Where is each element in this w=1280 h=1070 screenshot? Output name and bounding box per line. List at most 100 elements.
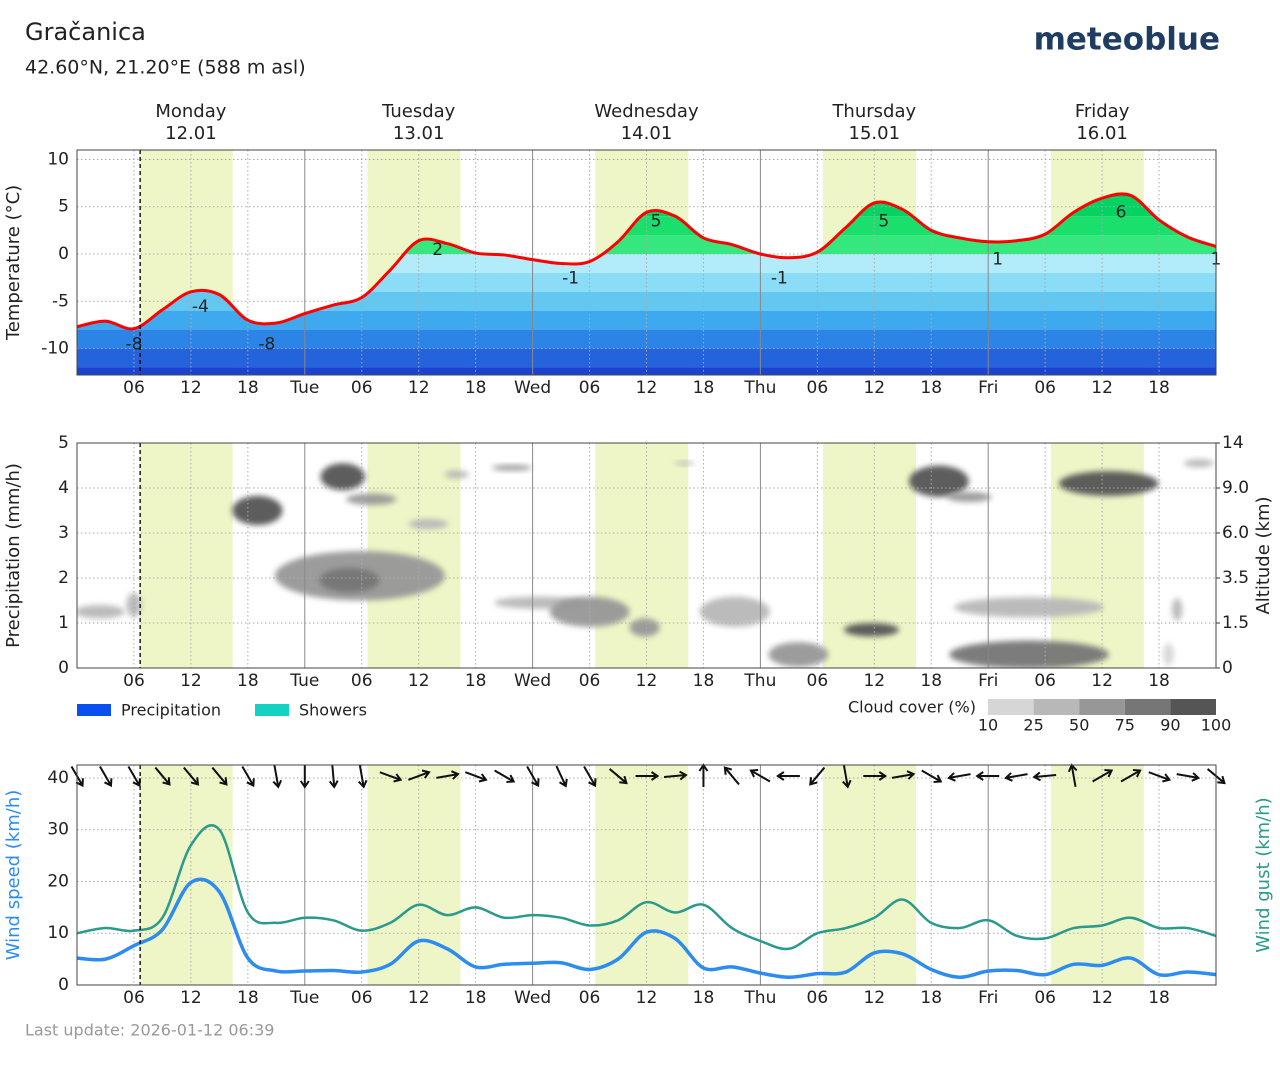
x-tick-label: 18 xyxy=(465,378,487,398)
legend-label: Showers xyxy=(299,701,367,720)
cloud-cell xyxy=(444,470,470,479)
wind-arrow xyxy=(526,765,540,788)
y-tick-label: -5 xyxy=(52,291,69,311)
cloud-legend-label: 75 xyxy=(1115,716,1135,735)
x-tick-label: 12 xyxy=(180,378,202,398)
x-tick-label: 12 xyxy=(1091,671,1113,691)
x-tick-label: 12 xyxy=(408,378,430,398)
temperature-extreme-label: -1 xyxy=(562,268,579,288)
x-tick-label: 18 xyxy=(1148,988,1170,1008)
cloud-cell xyxy=(319,567,380,593)
day-date: 13.01 xyxy=(393,123,445,144)
x-tick-label: 18 xyxy=(693,988,715,1008)
daylight-band xyxy=(139,765,233,985)
x-tick-label: 18 xyxy=(1148,378,1170,398)
y2-axis-label: Wind gust (km/h) xyxy=(1253,797,1274,952)
x-tick-label: 12 xyxy=(408,988,430,1008)
wind-arrow xyxy=(183,766,200,786)
x-tick-label: Thu xyxy=(743,378,776,398)
y2-tick-label: 9.0 xyxy=(1222,478,1249,498)
cloud-cell xyxy=(674,461,695,466)
x-tick-label: 12 xyxy=(863,671,885,691)
wind-speed-line xyxy=(76,877,1217,979)
day-name: Friday xyxy=(1075,101,1130,122)
x-tick-label: 06 xyxy=(807,988,829,1008)
x-tick-label: 12 xyxy=(1091,378,1113,398)
cloud-cell xyxy=(1058,471,1159,496)
day-date: 12.01 xyxy=(165,123,217,144)
x-tick-label: Thu xyxy=(743,671,776,691)
temperature-extreme-label: -1 xyxy=(771,268,788,288)
temperature-extreme-label: 1 xyxy=(992,250,1003,270)
x-tick-label: 18 xyxy=(465,671,487,691)
brand-logo: meteoblue xyxy=(1034,22,1220,58)
location-coords: 42.60°N, 21.20°E (588 m asl) xyxy=(25,57,306,79)
x-tick-label: 06 xyxy=(351,988,373,1008)
x-tick-label: 06 xyxy=(123,671,145,691)
legend-label: Precipitation xyxy=(121,701,221,720)
legend-swatch xyxy=(77,704,111,716)
temperature-extreme-label: 5 xyxy=(651,212,662,232)
y-axis-label: Precipitation (mm/h) xyxy=(3,463,24,648)
y-tick-label: 30 xyxy=(47,820,69,840)
wind-arrow xyxy=(379,771,403,783)
wind-arrow xyxy=(1092,769,1114,783)
y2-tick-label: 14 xyxy=(1222,433,1244,453)
x-tick-label: 12 xyxy=(863,378,885,398)
day-name: Tuesday xyxy=(381,101,456,122)
cloud-cell xyxy=(126,592,142,618)
x-tick-label: 18 xyxy=(237,378,259,398)
x-tick-label: 18 xyxy=(920,378,942,398)
x-tick-label: 12 xyxy=(863,988,885,1008)
wind-arrow xyxy=(328,764,339,789)
wind-arrow xyxy=(583,765,597,788)
cloud-legend-swatch xyxy=(1170,699,1216,715)
cloud-cell xyxy=(320,463,366,491)
x-tick-label: 12 xyxy=(180,988,202,1008)
x-tick-label: Wed xyxy=(514,378,551,398)
wind-arrow xyxy=(494,769,516,783)
x-tick-label: Fri xyxy=(978,378,998,398)
y-tick-label: 3 xyxy=(58,523,69,543)
location-title: Gračanica xyxy=(25,18,146,46)
day-date: 15.01 xyxy=(849,123,901,144)
wind-arrow xyxy=(723,766,740,786)
cloud-legend-label: 25 xyxy=(1023,716,1043,735)
temperature-extreme-label: 5 xyxy=(878,212,889,232)
wind-arrow xyxy=(663,770,688,781)
y-tick-label: 4 xyxy=(58,478,69,498)
wind-arrow xyxy=(154,766,171,786)
cloud-legend-title: Cloud cover (%) xyxy=(848,698,976,717)
y2-tick-label: 0 xyxy=(1222,658,1233,678)
daylight-band xyxy=(139,443,233,668)
x-tick-label: 06 xyxy=(579,671,601,691)
y-tick-label: 20 xyxy=(47,871,69,891)
wind-arrow xyxy=(947,772,971,782)
last-update: Last update: 2026-01-12 06:39 xyxy=(25,1021,274,1040)
y2-tick-label: 6.0 xyxy=(1222,523,1249,543)
wind-arrow xyxy=(272,764,283,789)
wind-arrow xyxy=(975,771,1000,781)
wind-arrow xyxy=(842,764,852,789)
y2-tick-label: 1.5 xyxy=(1222,613,1249,633)
x-tick-label: 18 xyxy=(237,988,259,1008)
temperature-line xyxy=(76,192,1217,331)
x-tick-label: 18 xyxy=(1148,671,1170,691)
wind-arrow xyxy=(1176,772,1201,782)
wind-arrow xyxy=(464,771,488,783)
x-tick-label: Fri xyxy=(978,671,998,691)
wind-arrow xyxy=(408,769,431,781)
cloud-cell xyxy=(843,623,899,637)
cloud-cell xyxy=(1163,643,1174,666)
day-date: 16.01 xyxy=(1076,123,1128,144)
cloud-cell xyxy=(908,465,969,497)
wind-arrow xyxy=(1004,772,1028,782)
daylight-band xyxy=(595,765,689,985)
x-tick-label: 06 xyxy=(351,671,373,691)
cloud-legend-label: 100 xyxy=(1201,716,1232,735)
x-tick-label: 12 xyxy=(180,671,202,691)
panel: Precipitation Showers Cloud cover (%)10 25 5… xyxy=(3,433,1274,735)
cloud-legend-label: 50 xyxy=(1069,716,1089,735)
temperature-extreme-label: -8 xyxy=(125,335,142,355)
x-tick-label: Tue xyxy=(289,671,319,691)
